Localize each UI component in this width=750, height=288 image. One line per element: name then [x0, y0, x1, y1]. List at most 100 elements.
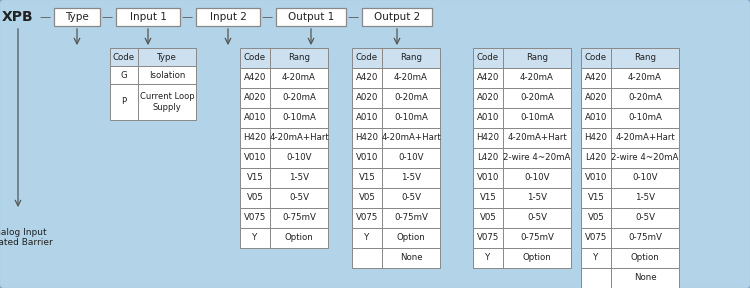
Bar: [196, 8, 260, 26]
Text: V05: V05: [587, 213, 604, 223]
Text: 4-20mA: 4-20mA: [520, 73, 554, 82]
Bar: [473, 68, 571, 88]
Bar: [240, 148, 328, 168]
Text: 0-75mV: 0-75mV: [282, 213, 316, 223]
Bar: [473, 228, 571, 248]
Text: 0-10mA: 0-10mA: [520, 113, 554, 122]
Bar: [581, 128, 679, 148]
Text: L420: L420: [477, 154, 499, 162]
Bar: [240, 68, 328, 88]
Text: Code: Code: [585, 54, 607, 62]
Text: V15: V15: [587, 194, 604, 202]
Text: Output 1: Output 1: [288, 12, 334, 22]
Text: 0-10V: 0-10V: [524, 173, 550, 183]
Bar: [110, 48, 196, 66]
Text: 0-20mA: 0-20mA: [520, 94, 554, 103]
Bar: [110, 66, 196, 84]
Bar: [352, 188, 440, 208]
Bar: [352, 108, 440, 128]
Bar: [581, 148, 679, 168]
Text: Code: Code: [244, 54, 266, 62]
Text: —: —: [262, 12, 272, 22]
Text: 4-20mA: 4-20mA: [282, 73, 316, 82]
Text: G: G: [121, 71, 128, 79]
Text: H420: H420: [476, 134, 500, 143]
Text: 0-20mA: 0-20mA: [282, 94, 316, 103]
Text: 1-5V: 1-5V: [527, 194, 547, 202]
Text: V010: V010: [585, 173, 608, 183]
Text: Input 1: Input 1: [130, 12, 166, 22]
Text: A420: A420: [477, 73, 500, 82]
Text: V15: V15: [247, 173, 263, 183]
Text: Y: Y: [364, 234, 370, 242]
Text: A420: A420: [356, 73, 378, 82]
Bar: [362, 8, 432, 26]
Bar: [352, 168, 440, 188]
Bar: [352, 68, 440, 88]
Bar: [352, 208, 440, 228]
Text: 0-10V: 0-10V: [398, 154, 424, 162]
Text: P: P: [122, 98, 127, 107]
Text: A010: A010: [477, 113, 500, 122]
Bar: [352, 248, 440, 268]
Text: 0-20mA: 0-20mA: [628, 94, 662, 103]
Text: 0-75mV: 0-75mV: [394, 213, 428, 223]
Text: V05: V05: [358, 194, 376, 202]
Text: 0-10V: 0-10V: [632, 173, 658, 183]
Text: 1-5V: 1-5V: [635, 194, 655, 202]
Text: 4-20mA: 4-20mA: [628, 73, 662, 82]
Bar: [581, 48, 679, 68]
Text: Rang: Rang: [634, 54, 656, 62]
Bar: [473, 48, 571, 68]
Text: 4-20mA+Hart: 4-20mA+Hart: [381, 134, 441, 143]
Text: A020: A020: [477, 94, 500, 103]
Bar: [581, 188, 679, 208]
Text: None: None: [634, 274, 656, 283]
Bar: [473, 88, 571, 108]
Text: V010: V010: [356, 154, 378, 162]
Text: 2-wire 4~20mA: 2-wire 4~20mA: [503, 154, 571, 162]
Text: Option: Option: [285, 234, 314, 242]
Text: Rang: Rang: [526, 54, 548, 62]
Text: 1-5V: 1-5V: [401, 173, 421, 183]
Bar: [240, 228, 328, 248]
Bar: [352, 148, 440, 168]
Text: V075: V075: [356, 213, 378, 223]
Text: —: —: [347, 12, 358, 22]
Text: 2-wire 4~20mA: 2-wire 4~20mA: [611, 154, 679, 162]
Text: Output 2: Output 2: [374, 12, 420, 22]
Text: 0-75mV: 0-75mV: [520, 234, 554, 242]
Text: 0-5V: 0-5V: [635, 213, 655, 223]
Text: A010: A010: [244, 113, 266, 122]
Text: Code: Code: [477, 54, 499, 62]
Bar: [473, 248, 571, 268]
Bar: [240, 188, 328, 208]
Bar: [352, 128, 440, 148]
Bar: [240, 168, 328, 188]
Text: V075: V075: [477, 234, 500, 242]
Text: A010: A010: [585, 113, 608, 122]
Bar: [581, 168, 679, 188]
Bar: [240, 128, 328, 148]
Text: V15: V15: [479, 194, 496, 202]
Text: 0-20mA: 0-20mA: [394, 94, 428, 103]
Text: 0-10V: 0-10V: [286, 154, 312, 162]
Bar: [581, 228, 679, 248]
Text: V05: V05: [247, 194, 263, 202]
Text: V010: V010: [477, 173, 500, 183]
Text: A420: A420: [585, 73, 608, 82]
Bar: [352, 88, 440, 108]
Text: 1-5V: 1-5V: [289, 173, 309, 183]
Bar: [473, 108, 571, 128]
Bar: [473, 148, 571, 168]
Text: V15: V15: [358, 173, 376, 183]
Text: H420: H420: [356, 134, 379, 143]
Text: XPB: XPB: [2, 10, 34, 24]
Bar: [581, 88, 679, 108]
Text: 0-75mV: 0-75mV: [628, 234, 662, 242]
Text: Y: Y: [593, 253, 598, 262]
Bar: [352, 48, 440, 68]
Bar: [276, 8, 346, 26]
Text: Rang: Rang: [400, 54, 422, 62]
Text: Current Loop
Supply: Current Loop Supply: [140, 92, 194, 112]
